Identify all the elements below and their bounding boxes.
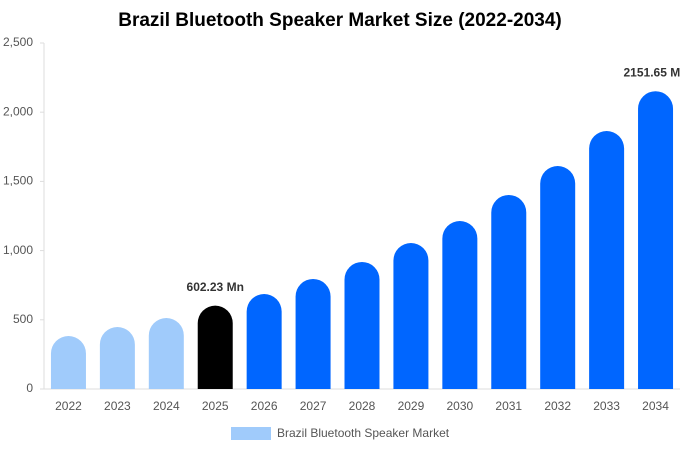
bar <box>295 278 331 389</box>
y-tick-label: 2,500 <box>3 35 33 49</box>
x-tick-label: 2032 <box>544 399 571 413</box>
bar <box>197 305 233 389</box>
y-tick-label: 500 <box>13 312 33 326</box>
bar <box>540 166 576 389</box>
x-tick-label: 2022 <box>55 399 82 413</box>
x-tick-label: 2026 <box>251 399 278 413</box>
bar <box>638 91 674 389</box>
y-tick-label: 2,000 <box>3 104 33 118</box>
data-label: 602.23 Mn <box>187 280 244 294</box>
bar <box>246 294 282 389</box>
x-tick-label: 2025 <box>202 399 229 413</box>
chart-title: Brazil Bluetooth Speaker Market Size (20… <box>118 10 562 31</box>
legend-swatch <box>231 427 271 440</box>
bar <box>50 335 86 389</box>
bar <box>148 318 184 389</box>
y-tick-label: 0 <box>26 381 33 395</box>
x-tick-label: 2034 <box>642 399 669 413</box>
bar <box>589 131 625 390</box>
bar <box>99 326 135 389</box>
data-label: 2151.65 Mn <box>624 65 680 79</box>
legend-label: Brazil Bluetooth Speaker Market <box>277 426 450 440</box>
x-tick-label: 2027 <box>300 399 327 413</box>
x-tick-label: 2028 <box>349 399 376 413</box>
x-tick-label: 2030 <box>446 399 473 413</box>
bar <box>442 220 478 389</box>
x-tick-label: 2024 <box>153 399 180 413</box>
x-tick-label: 2031 <box>495 399 522 413</box>
y-tick-label: 1,500 <box>3 174 33 188</box>
bar <box>344 261 380 389</box>
x-tick-label: 2023 <box>104 399 131 413</box>
bar <box>491 194 527 389</box>
bar <box>393 242 429 389</box>
y-tick-label: 1,000 <box>3 243 33 257</box>
x-tick-label: 2029 <box>398 399 425 413</box>
x-tick-label: 2033 <box>593 399 620 413</box>
